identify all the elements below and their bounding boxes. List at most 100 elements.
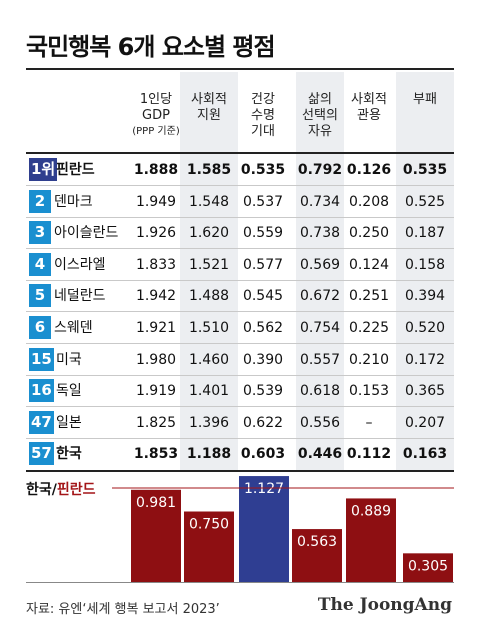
chart-bar — [184, 511, 234, 582]
bar-value-label: 0.750 — [189, 517, 229, 533]
table-cell: 1.396 — [188, 414, 230, 431]
table-cell: 0.112 — [346, 446, 392, 463]
bar-value-label: 0.981 — [136, 495, 176, 511]
column-header-line: 수명 — [251, 108, 275, 123]
table-cell: 0.535 — [402, 162, 448, 178]
table-cell: – — [365, 414, 373, 431]
table-cell: 0.535 — [240, 162, 286, 178]
legend-finland: 핀란드 — [56, 482, 96, 498]
bar-value-label: 0.889 — [351, 503, 391, 519]
legend-korea: 한국 — [26, 482, 52, 498]
table-cell: 1.926 — [135, 225, 177, 242]
column-header-line: 기대 — [251, 124, 275, 139]
column-header-line: 자유 — [308, 124, 332, 139]
table-cell: 0.557 — [299, 351, 341, 368]
column-header-line: 사회적 — [191, 92, 227, 107]
row-separator — [26, 185, 454, 186]
table-cell: 0.124 — [348, 256, 390, 273]
row-separator — [26, 343, 454, 344]
table-cell: 0.225 — [348, 320, 390, 336]
shade-column-corruption — [396, 72, 454, 470]
country-name: 핀란드 — [56, 162, 95, 178]
column-header: 건강 수명 기대 — [233, 92, 293, 140]
table-cell: 1.921 — [135, 320, 177, 336]
shade-column-freedom — [296, 72, 344, 470]
legend-slash: / — [51, 482, 57, 498]
row-separator — [26, 406, 454, 408]
table-cell: 1.521 — [188, 256, 230, 273]
table-cell: 1.510 — [188, 320, 230, 336]
table-cell: 0.577 — [242, 256, 284, 273]
table-cell: 0.250 — [348, 225, 390, 242]
rank-badge: 15 — [29, 347, 54, 371]
table-cell: 1.825 — [135, 414, 177, 431]
chart-bar — [239, 476, 289, 582]
column-header-line: 사회적 — [351, 92, 387, 107]
table-cell: 0.603 — [240, 446, 286, 463]
table-cell: 0.562 — [242, 320, 284, 336]
bar-value-label: 1.127 — [244, 481, 284, 497]
source-note: 자료: 유엔‘세계 행복 보고서 2023’ — [26, 602, 220, 617]
chart-bar — [292, 529, 342, 582]
table-row: 4 이스라엘 1.833 1.521 0.577 0.569 0.124 0.158 — [26, 249, 454, 281]
column-header-line: 삶의 — [308, 92, 332, 107]
title-rule — [26, 68, 454, 70]
table-cell: 0.618 — [299, 383, 341, 400]
table-cell: 0.539 — [242, 383, 284, 400]
table-cell: 0.622 — [242, 414, 284, 431]
bar-value-label: 0.563 — [297, 534, 337, 550]
country-name: 한국 — [56, 446, 82, 463]
row-separator — [26, 374, 454, 376]
column-header-line: 부패 — [413, 92, 437, 107]
table-cell: 1.833 — [135, 256, 177, 273]
table-cell: 1.980 — [135, 351, 177, 368]
table-cell: 1.188 — [186, 446, 232, 463]
rank-badge: 5 — [29, 284, 51, 308]
table-row: 15 미국 1.980 1.460 0.390 0.557 0.210 0.172 — [26, 344, 454, 376]
table-bottom-rule — [26, 470, 454, 472]
country-name: 미국 — [56, 351, 82, 368]
shade-column-social-support — [180, 72, 238, 470]
table-cell: 0.187 — [404, 225, 446, 242]
table-cell: 0.734 — [299, 193, 341, 210]
row-separator — [26, 279, 454, 281]
table-cell: 0.545 — [242, 288, 284, 305]
table-cell: 1.853 — [133, 446, 179, 463]
column-header: 사회적 지원 — [179, 92, 239, 124]
row-separator — [26, 311, 454, 313]
table-cell: 0.792 — [297, 162, 343, 178]
table-cell: 1.401 — [188, 383, 230, 400]
table-row: 6 스웨덴 1.921 1.510 0.562 0.754 0.225 0.520 — [26, 312, 454, 344]
table-cell: 0.537 — [242, 193, 284, 210]
header-rule — [26, 152, 454, 154]
table-cell: 0.158 — [404, 256, 446, 273]
country-name: 덴마크 — [54, 193, 93, 210]
table-row: 16 독일 1.919 1.401 0.539 0.618 0.153 0.365 — [26, 375, 454, 408]
table-cell: 0.525 — [404, 193, 446, 210]
table-cell: 1.585 — [186, 162, 232, 178]
table-row: 57 한국 1.853 1.188 0.603 0.446 0.112 0.163 — [26, 438, 454, 470]
country-name: 네덜란드 — [54, 288, 106, 305]
table-cell: 1.949 — [135, 193, 177, 210]
rank-badge: 1위 — [29, 158, 58, 181]
country-name: 스웨덴 — [54, 320, 93, 336]
table-cell: 0.163 — [402, 446, 448, 463]
table-cell: 0.365 — [404, 383, 446, 400]
column-header: 삶의 선택의 자유 — [290, 92, 350, 140]
table-cell: 0.394 — [404, 288, 446, 305]
table-cell: 0.672 — [299, 288, 341, 305]
chart-bar — [131, 489, 181, 582]
row-separator — [26, 216, 454, 218]
table-cell: 0.754 — [299, 320, 341, 336]
column-header-line: 지원 — [197, 108, 221, 123]
table-cell: 1.942 — [135, 288, 177, 305]
country-name: 일본 — [56, 414, 82, 431]
table-cell: 0.738 — [299, 225, 341, 242]
row-separator — [26, 437, 454, 439]
table-cell: 0.208 — [348, 193, 390, 210]
table-cell: 1.460 — [188, 351, 230, 368]
brand-logo: The JoongAng — [317, 595, 452, 615]
rank-badge: 4 — [29, 252, 51, 276]
row-separator — [26, 248, 454, 250]
